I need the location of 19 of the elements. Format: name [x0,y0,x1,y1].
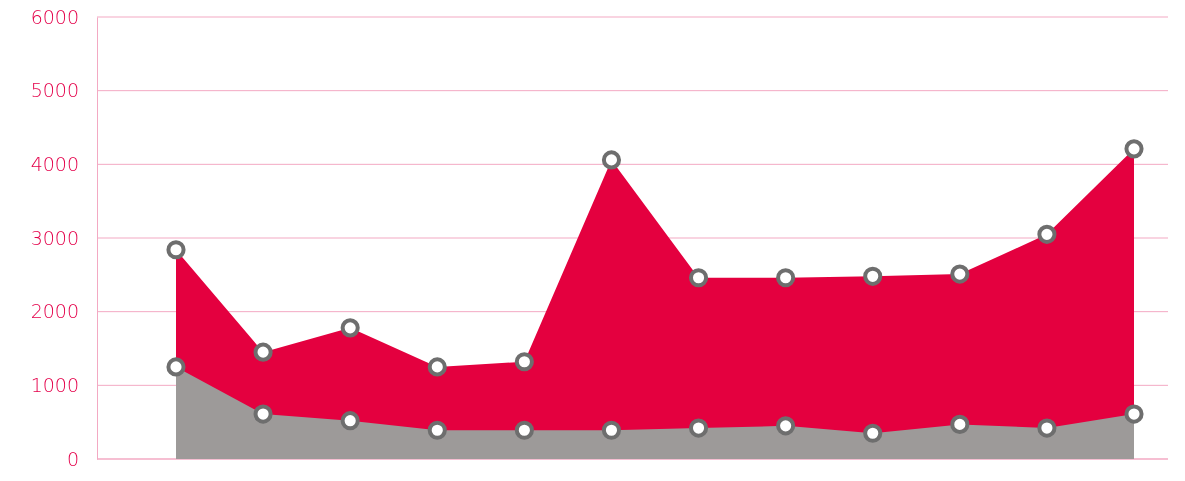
y-tick-label: 1000 [30,373,79,396]
y-tick-label: 6000 [30,5,79,28]
point [166,357,186,377]
point [1124,404,1144,424]
point [688,418,709,438]
point [950,414,970,434]
point [340,411,360,431]
point [863,423,883,443]
point [514,420,534,440]
y-tick-label: 0 [66,447,79,470]
y-tick-label: 5000 [30,79,79,102]
y-tick-label: 2000 [30,300,79,323]
point [253,404,273,424]
point [776,416,796,436]
y-tick-label: 4000 [30,152,79,175]
y-tick-label: 3000 [30,226,79,249]
point [1037,418,1057,438]
point [601,420,622,440]
point [427,420,447,440]
